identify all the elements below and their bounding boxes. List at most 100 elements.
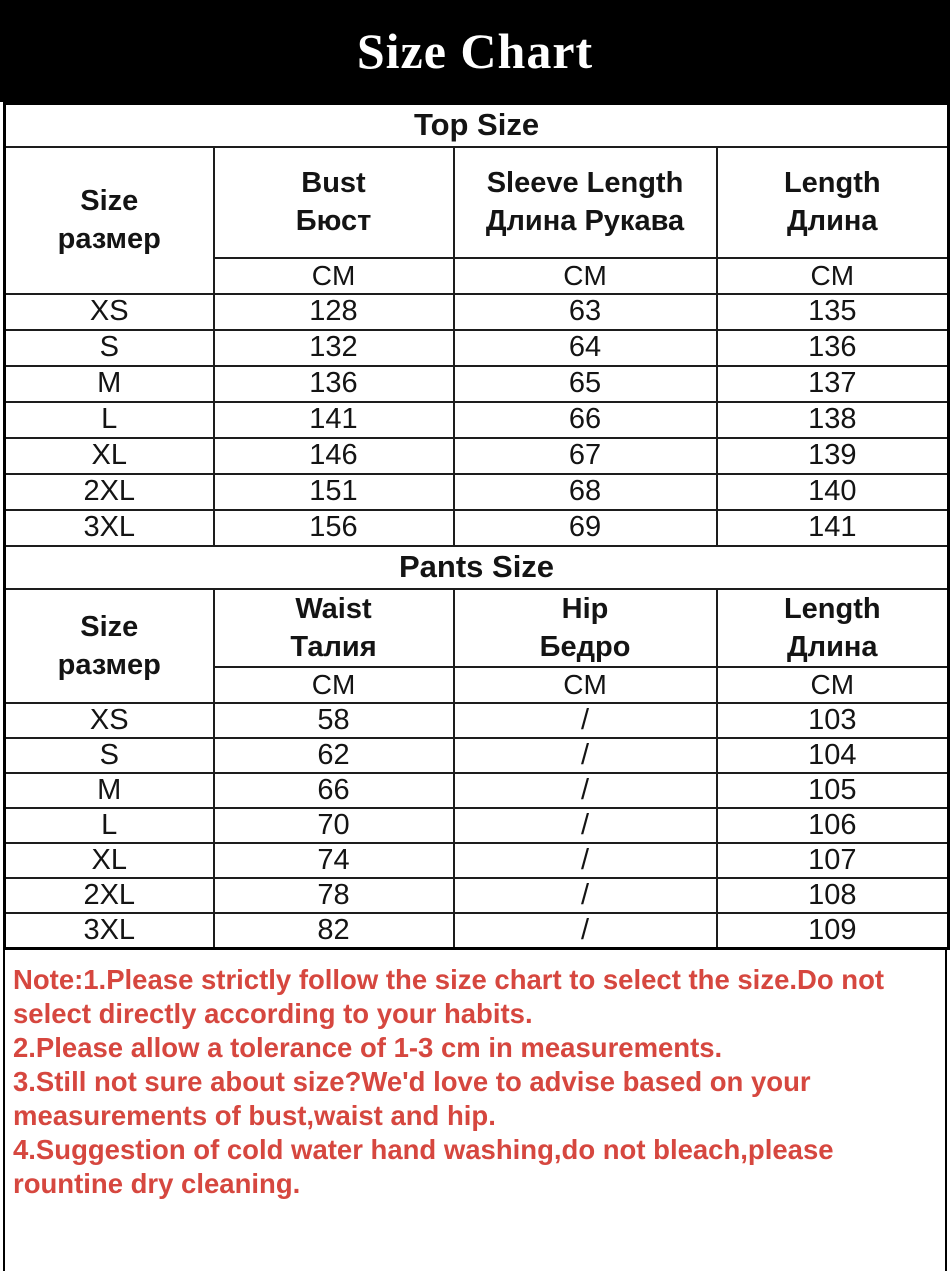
top-size-column-header: Size размер (3, 145, 215, 295)
top-bust-header-en: Bust (301, 166, 366, 199)
size-cell: S (3, 328, 215, 367)
value-cell: / (452, 877, 718, 915)
top-header-row: Size размер Bust Бюст Sleeve Length Длин… (3, 145, 950, 295)
pants-length-header-ru: Длина (786, 630, 878, 663)
value-cell: 107 (715, 842, 950, 880)
pants-length-column-header: Length Длина (715, 587, 950, 669)
value-cell: 68 (452, 472, 718, 511)
value-cell: 63 (452, 292, 718, 331)
size-cell: L (3, 807, 215, 845)
pants-waist-unit: CM (212, 666, 455, 705)
pants-size-column-header: Size размер (3, 587, 215, 705)
value-cell: 109 (715, 912, 950, 950)
top-size-header-en: Size (80, 184, 139, 217)
size-cell: M (3, 772, 215, 810)
value-cell: 139 (715, 436, 950, 475)
pants-size-header-en: Size (80, 610, 139, 643)
size-cell: 3XL (3, 912, 215, 950)
value-cell: 132 (212, 328, 455, 367)
size-cell: XL (3, 436, 215, 475)
value-cell: 62 (212, 737, 455, 775)
pants-row-s: S 62 / 104 (3, 737, 950, 775)
value-cell: 103 (715, 702, 950, 740)
value-cell: 70 (212, 807, 455, 845)
value-cell: 108 (715, 877, 950, 915)
value-cell: 74 (212, 842, 455, 880)
value-cell: 105 (715, 772, 950, 810)
value-cell: / (452, 702, 718, 740)
size-cell: 2XL (3, 472, 215, 511)
size-cell: M (3, 364, 215, 403)
pants-header-row: Size размер Waist Талия Hip Бедро Length… (3, 587, 950, 705)
pants-length-header-en: Length (783, 592, 881, 625)
value-cell: / (452, 842, 718, 880)
value-cell: 156 (212, 508, 455, 547)
value-cell: 65 (452, 364, 718, 403)
size-cell: XS (3, 702, 215, 740)
pants-size-section-label: Pants Size (3, 544, 950, 590)
top-size-section-label: Top Size (3, 102, 950, 148)
top-sleeve-unit: CM (452, 256, 718, 295)
top-row-xs: XS 128 63 135 (3, 292, 950, 331)
size-cell: 3XL (3, 508, 215, 547)
value-cell: / (452, 807, 718, 845)
pants-size-header-ru: размер (57, 648, 161, 681)
value-cell: 64 (452, 328, 718, 367)
top-length-header-en: Length (783, 166, 881, 199)
pants-size-section-row: Pants Size (3, 544, 950, 590)
value-cell: 146 (212, 436, 455, 475)
value-cell: 137 (715, 364, 950, 403)
value-cell: 128 (212, 292, 455, 331)
pants-unit-row: CM CM CM (5, 666, 950, 705)
pants-hip-unit: CM (452, 666, 718, 705)
top-row-xl: XL 146 67 139 (3, 436, 950, 475)
top-row-2xl: 2XL 151 68 140 (3, 472, 950, 511)
value-cell: 140 (715, 472, 950, 511)
size-notes: Note:1.Please strictly follow the size c… (3, 950, 947, 1271)
size-cell: S (3, 737, 215, 775)
value-cell: 106 (715, 807, 950, 845)
top-size-section-row: Top Size (3, 102, 950, 148)
pants-waist-header-en: Waist (295, 592, 372, 625)
value-cell: 58 (212, 702, 455, 740)
value-cell: 67 (452, 436, 718, 475)
value-cell: / (452, 737, 718, 775)
top-length-column-header: Length Длина (715, 145, 950, 259)
top-row-m: M 136 65 137 (3, 364, 950, 403)
pants-waist-header-ru: Талия (290, 630, 377, 663)
pants-waist-column-header: Waist Талия (212, 587, 455, 669)
size-chart-title: Size Chart (356, 23, 594, 79)
value-cell: 66 (452, 400, 718, 439)
value-cell: 69 (452, 508, 718, 547)
pants-row-m: M 66 / 105 (3, 772, 950, 810)
value-cell: 136 (715, 328, 950, 367)
top-bust-header-ru: Бюст (295, 205, 372, 237)
value-cell: 104 (715, 737, 950, 775)
size-chart-banner: Size Chart (0, 0, 950, 102)
note-line: 4.Suggestion of cold water hand washing,… (13, 1134, 834, 1200)
value-cell: / (452, 772, 718, 810)
note-line: 3.Still not sure about size?We'd love to… (13, 1066, 811, 1132)
pants-hip-column-header: Hip Бедро (452, 587, 718, 669)
pants-row-3xl: 3XL 82 / 109 (3, 912, 950, 950)
size-cell: XS (3, 292, 215, 331)
top-sleeve-header-ru: Длина Рукава (485, 205, 685, 237)
pants-row-xl: XL 74 / 107 (3, 842, 950, 880)
size-cell: XL (3, 842, 215, 880)
top-row-3xl: 3XL 156 69 141 (3, 508, 950, 547)
value-cell: 138 (715, 400, 950, 439)
value-cell: / (452, 912, 718, 950)
top-bust-unit: CM (212, 256, 455, 295)
value-cell: 78 (212, 877, 455, 915)
top-size-header-ru: размер (57, 223, 161, 255)
value-cell: 141 (212, 400, 455, 439)
top-sleeve-column-header: Sleeve Length Длина Рукава (452, 145, 718, 259)
pants-row-2xl: 2XL 78 / 108 (3, 877, 950, 915)
pants-row-l: L 70 / 106 (3, 807, 950, 845)
note-line: Note:1.Please strictly follow the size c… (13, 964, 885, 1030)
value-cell: 66 (212, 772, 455, 810)
top-row-s: S 132 64 136 (3, 328, 950, 367)
top-length-unit: CM (715, 256, 950, 295)
size-cell: L (3, 400, 215, 439)
